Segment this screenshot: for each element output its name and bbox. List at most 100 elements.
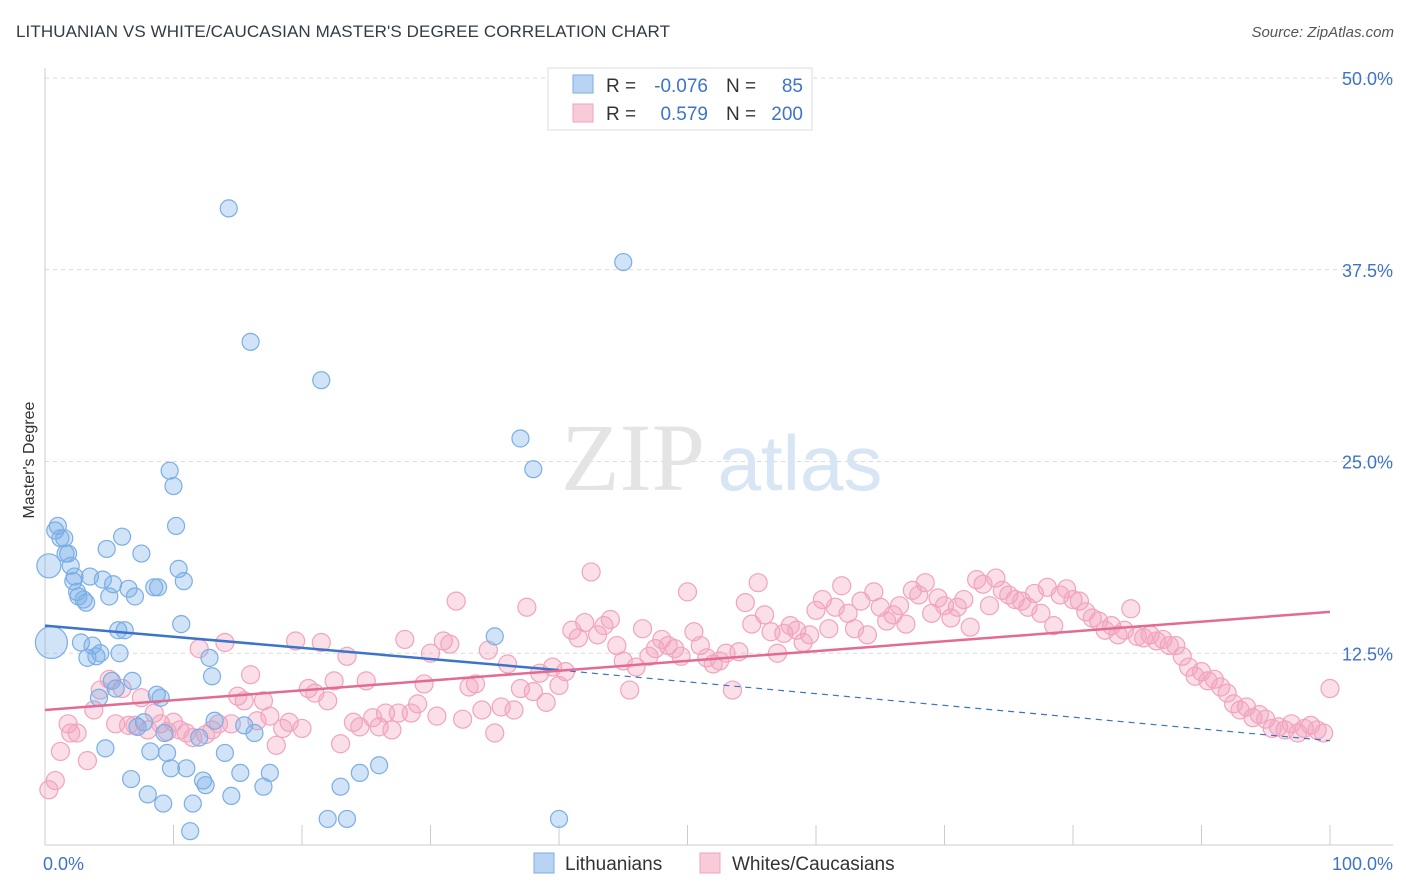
point-whites-133 [896, 614, 916, 634]
point-lithuanians-81 [511, 429, 530, 448]
point-lithuanians-66 [219, 199, 238, 218]
zipatlas-watermark: ZIP atlas [561, 404, 882, 511]
stats-r-label-1: R = [606, 76, 636, 97]
point-lithuanians-40 [138, 785, 157, 804]
trend-whites-solid [44, 610, 1331, 712]
point-lithuanians-30 [110, 644, 129, 663]
point-whites-74 [517, 597, 537, 617]
point-whites-176 [1172, 646, 1192, 666]
point-lithuanians-75 [318, 809, 337, 829]
trend-lithuanians-dashed [558, 669, 1331, 742]
point-lithuanians-64 [205, 711, 224, 730]
point-whites-62 [440, 634, 460, 654]
point-lithuanians-14 [74, 590, 93, 609]
point-lithuanians-44 [148, 578, 168, 597]
point-whites-111 [754, 605, 775, 625]
point-whites-175 [1166, 635, 1186, 656]
point-whites-11 [112, 678, 132, 699]
point-whites-142 [954, 589, 974, 610]
stats-n-label-1: N = [726, 76, 756, 97]
point-whites-147 [986, 568, 1006, 588]
point-whites-106 [722, 680, 743, 700]
point-lithuanians-74 [312, 371, 331, 390]
point-whites-83 [575, 612, 595, 633]
point-whites-60 [427, 706, 447, 726]
series-whites-caucasians [39, 562, 1340, 800]
point-whites-92 [632, 619, 653, 639]
point-whites-154 [1031, 603, 1051, 623]
point-lithuanians-38 [132, 544, 151, 563]
point-lithuanians-47 [155, 723, 174, 743]
point-lithuanians-57 [181, 822, 200, 841]
point-lithuanians-49 [160, 461, 179, 480]
point-lithuanians-78 [350, 763, 369, 783]
x-tick-label-0: 0.0% [43, 854, 84, 874]
point-lithuanians-45 [151, 688, 170, 707]
point-lithuanians-20 [89, 688, 109, 707]
point-whites-35 [266, 735, 286, 755]
point-lithuanians-76 [331, 777, 350, 796]
point-whites-160 [1069, 591, 1090, 611]
stats-r-value-2: 0.579 [660, 104, 708, 125]
source-credit: Source: ZipAtlas.com [1251, 24, 1394, 41]
point-whites-57 [408, 694, 428, 714]
legend-label-lithuanians: Lithuanians [565, 854, 662, 875]
point-whites-84 [581, 562, 601, 582]
y-axis-label: Master's Degree [21, 401, 38, 518]
watermark-atlas: atlas [718, 419, 883, 507]
point-lithuanians-18 [83, 636, 102, 655]
point-lithuanians-67 [222, 786, 241, 806]
point-lithuanians-51 [164, 476, 183, 496]
y-tick-label-1: 25.0% [1342, 453, 1393, 473]
stats-n-value-1: 85 [782, 76, 803, 97]
point-whites-141 [947, 597, 967, 617]
point-whites-55 [395, 629, 415, 650]
point-whites-87 [600, 609, 621, 630]
point-whites-135 [909, 585, 929, 605]
point-lithuanians-39 [134, 713, 154, 732]
point-whites-31 [241, 665, 261, 685]
legend-label-whites: Whites/Caucasians [732, 854, 895, 875]
point-lithuanians-46 [154, 794, 173, 813]
point-whites-34 [260, 706, 280, 726]
point-whites-138 [928, 588, 948, 608]
point-whites-39 [292, 718, 312, 739]
point-lithuanians-48 [157, 743, 177, 763]
point-whites-42 [311, 632, 331, 653]
point-whites-99 [677, 582, 698, 602]
point-whites-6 [77, 751, 98, 771]
point-lithuanians-24 [97, 539, 116, 559]
point-lithuanians-71 [245, 723, 264, 743]
point-lithuanians-27 [104, 575, 123, 594]
point-lithuanians-65 [215, 743, 234, 763]
point-lithuanians-59 [190, 728, 209, 747]
point-lithuanians-31 [112, 527, 132, 546]
point-whites-181 [1204, 669, 1224, 689]
point-lithuanians-63 [202, 667, 222, 686]
point-lithuanians-58 [183, 794, 202, 813]
stats-n-label-2: N = [726, 104, 756, 125]
y-tick-label-2: 37.5% [1342, 261, 1393, 281]
point-lithuanians-22 [93, 570, 112, 589]
axes [44, 68, 1393, 846]
point-lithuanians-41 [141, 742, 160, 761]
point-lithuanians-77 [337, 809, 357, 829]
point-whites-58 [414, 674, 434, 694]
y-tick-label-3: 50.0% [1342, 69, 1393, 89]
point-lithuanians-8 [61, 556, 80, 575]
point-whites-119 [806, 600, 826, 620]
point-lithuanians-61 [196, 776, 215, 795]
point-lithuanians-73 [260, 763, 279, 783]
point-whites-140 [941, 608, 961, 628]
point-lithuanians-23 [96, 739, 115, 758]
stats-r-value-1: -0.076 [654, 76, 708, 97]
point-whites-2 [50, 741, 71, 762]
point-lithuanians-79 [370, 756, 389, 775]
point-lithuanians-15 [77, 593, 96, 612]
point-whites-69 [485, 723, 505, 743]
point-whites-66 [465, 674, 486, 694]
point-whites-108 [735, 593, 755, 613]
point-whites-5 [67, 723, 87, 743]
point-lithuanians-62 [200, 648, 219, 667]
